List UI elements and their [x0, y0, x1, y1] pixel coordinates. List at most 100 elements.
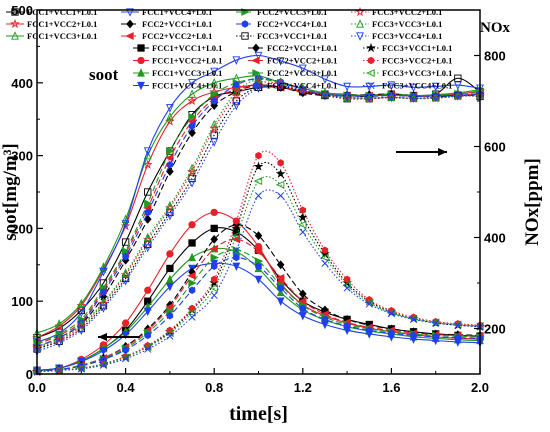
soot-point: [188, 313, 196, 321]
y-left-axis-label: soot[mg/m³]: [0, 143, 21, 241]
soot-point: [275, 180, 285, 189]
nox-legend-label: FCC2+VCC1+L0.1: [142, 19, 212, 29]
plot-area: [32, 51, 485, 376]
soot-point: [121, 331, 130, 340]
soot-point: [99, 361, 108, 369]
nox-point: [188, 89, 196, 98]
nox-point: [298, 83, 307, 92]
soot-point: [210, 275, 218, 284]
soot-legend-marker: [137, 44, 145, 52]
nox-legend-item: FCC1+VCC2+L0.1: [6, 18, 97, 29]
y-left-tick-label: 200: [11, 221, 33, 236]
nox-point: [453, 92, 462, 101]
soot-legend-item: FCC3+VCC3+L0.1: [363, 68, 452, 78]
nox-point: [144, 208, 151, 217]
soot-point: [297, 212, 308, 222]
nox-point: [165, 112, 174, 121]
soot-legend-label: FCC2+VCC4+L0.1: [267, 81, 337, 91]
y-left-tick-label: 400: [11, 76, 33, 91]
soot-legend-item: FCC3+VCC1+L0.1: [363, 42, 452, 53]
nox-point: [276, 81, 285, 91]
soot-point: [454, 321, 462, 329]
nox-point: [343, 82, 352, 92]
nox-point: [298, 64, 307, 74]
nox-point: [166, 147, 175, 155]
soot-point: [366, 326, 373, 335]
soot-point: [276, 287, 285, 297]
nox-point: [77, 308, 86, 318]
soot-legend-item: FCC1+VCC1+L0.1: [133, 43, 222, 53]
soot-point: [233, 217, 240, 225]
nox-point: [321, 90, 329, 100]
soot-point: [210, 253, 219, 262]
soot-point: [144, 331, 151, 340]
soot-point: [255, 262, 262, 270]
nox-point: [99, 262, 108, 271]
soot-point: [387, 310, 395, 318]
soot-legend-label: FCC2+VCC2+L0.1: [267, 56, 337, 66]
soot-legend-item: FCC3+VCC4+L0.1: [363, 81, 452, 91]
soot-point: [209, 244, 218, 253]
x-tick-label: 2.0: [471, 380, 489, 395]
nox-legend-label: FCC3+VCC1+L0.1: [257, 31, 327, 41]
nox-point: [188, 122, 196, 130]
soot-legend-item: FCC2+VCC1+L0.1: [248, 43, 337, 53]
soot-point: [143, 307, 152, 317]
nox-legend-label: FCC3+VCC4+L0.1: [372, 31, 442, 41]
soot-legend-label: FCC3+VCC2+L0.1: [382, 56, 452, 66]
y-left-tick-label: 0: [26, 367, 33, 382]
soot-legend-item: FCC1+VCC2+L0.1: [133, 56, 222, 66]
soot-point: [409, 315, 418, 323]
soot-point: [188, 221, 196, 229]
nox-legend-item: FCC1+VCC4+L0.1: [121, 7, 212, 17]
soot-series-fcc3-vcc4-l01: [33, 189, 484, 376]
soot-point: [188, 239, 196, 247]
soot-legend-label: FCC1+VCC2+L0.1: [152, 56, 222, 66]
legend: FCC1+VCC1+L0.1 FCC1+VCC2+L0.1 FCC1+VCC3+L0…: [6, 6, 511, 91]
soot-point: [187, 271, 196, 280]
nox-legend-label: FCC3+VCC2+L0.1: [372, 7, 442, 17]
nox-point: [321, 88, 329, 98]
nox-line-fcc3-vcc1-l01: [36, 85, 481, 350]
nox-point: [210, 78, 219, 87]
soot-point: [277, 284, 284, 292]
nox-point: [188, 79, 196, 88]
soot-point: [254, 275, 263, 285]
soot-point: [165, 282, 174, 292]
soot-legend-marker: [137, 68, 145, 77]
nox-point: [144, 199, 153, 208]
nox-point: [431, 82, 440, 92]
soot-point: [77, 365, 85, 373]
nox-legend-marker: [126, 19, 134, 29]
nox-point: [166, 167, 174, 176]
soot-legend-marker: [366, 69, 375, 77]
nox-legend-item: FCC2+VCC3+L0.1: [236, 7, 327, 17]
right-axis-arrow: [396, 148, 447, 156]
axes: 0.0 0.4 0.8 1.2 1.6 2.0 0 100 200 300 400 500 200 400…: [0, 3, 543, 425]
nox-legend-label: FCC1+VCC4+L0.1: [142, 7, 212, 17]
nox-series-fcc2-vcc2-l01: [32, 81, 484, 349]
soot-point: [299, 289, 307, 299]
soot-point: [298, 220, 307, 229]
nox-legend-label: FCC3+VCC3+L0.1: [372, 19, 442, 29]
soot-point: [320, 253, 329, 262]
soot-line-fcc2-vcc2-l01: [36, 238, 481, 371]
soot-legend-marker: [137, 81, 145, 91]
nox-legend-label: FCC1+VCC1+L0.1: [27, 7, 97, 17]
nox-point: [188, 179, 196, 188]
soot-line-fcc3-vcc4-l01: [36, 189, 481, 373]
nox-point: [387, 93, 396, 103]
nox-point: [143, 232, 152, 242]
soot-point: [253, 247, 263, 256]
soot-point: [144, 286, 152, 294]
soot-point: [343, 284, 351, 292]
nox-point: [365, 94, 374, 103]
soot-legend-label: FCC1+VCC4+L0.1: [152, 81, 222, 91]
soot-legend-marker: [251, 56, 260, 65]
soot-legend-item: FCC2+VCC3+L0.1: [248, 68, 337, 78]
nox-legend-marker: [356, 19, 364, 28]
soot-legend-marker: [137, 56, 145, 65]
nox-legend-item: FCC3+VCC3+L0.1: [351, 19, 442, 29]
nox-point: [210, 119, 219, 129]
